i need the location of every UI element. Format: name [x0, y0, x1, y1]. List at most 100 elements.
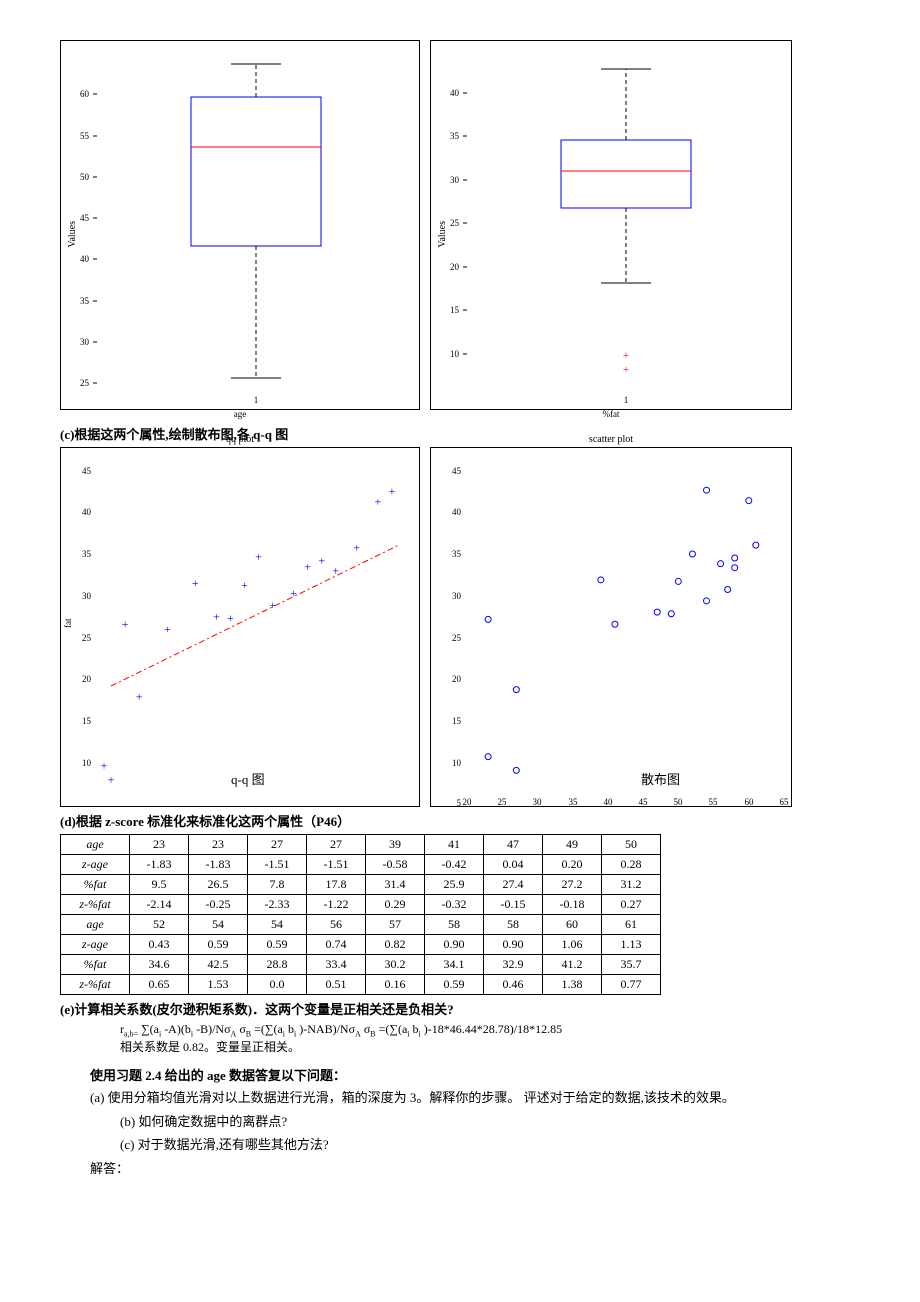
svg-text:20: 20: [452, 674, 462, 684]
qq-plot: qq plot 10 15 20 25 30 35 40 45 fat ++++…: [60, 447, 420, 807]
table-cell: 0.90: [484, 935, 543, 955]
table-cell: 58: [484, 915, 543, 935]
svg-text:35: 35: [450, 131, 460, 141]
svg-text:65: 65: [780, 797, 790, 807]
table-cell: 0.43: [130, 935, 189, 955]
qq-caption: q-q 图: [231, 769, 265, 788]
svg-text:+: +: [101, 759, 108, 773]
table-cell: 56: [307, 915, 366, 935]
svg-text:35: 35: [82, 549, 92, 559]
svg-text:+: +: [389, 484, 396, 498]
table-cell: 39: [366, 835, 425, 855]
svg-text:30: 30: [80, 337, 90, 347]
table-cell: 60: [543, 915, 602, 935]
svg-text:+: +: [122, 617, 129, 631]
exercise-title: 使用习题 2.4 给出的 age 数据答复以下问题：: [90, 1065, 860, 1084]
svg-text:30: 30: [82, 591, 92, 601]
table-row: z-age-1.83-1.83-1.51-1.51-0.58-0.420.040…: [61, 855, 661, 875]
section-d-title: (d)根据 z-score 标准化来标准化这两个属性（P46）: [60, 811, 860, 830]
table-cell: 31.2: [602, 875, 661, 895]
table-cell: 33.4: [307, 955, 366, 975]
table-cell: -0.25: [189, 895, 248, 915]
svg-text:+: +: [332, 564, 339, 578]
svg-text:1: 1: [624, 395, 629, 405]
table-cell: 0.04: [484, 855, 543, 875]
table-cell: 23: [130, 835, 189, 855]
table-cell: 31.4: [366, 875, 425, 895]
correlation-note: 相关系数是 0.82。变量呈正相关。: [120, 1038, 860, 1055]
svg-text:+: +: [318, 554, 325, 568]
svg-text:+: +: [241, 578, 248, 592]
svg-text:+: +: [136, 689, 143, 703]
table-cell: 0.77: [602, 975, 661, 995]
svg-text:55: 55: [709, 797, 719, 807]
table-row-label: z-age: [61, 935, 130, 955]
table-cell: 0.74: [307, 935, 366, 955]
table-row-label: z-%fat: [61, 975, 130, 995]
table-row-label: age: [61, 835, 130, 855]
svg-text:15: 15: [82, 716, 92, 726]
table-cell: 0.46: [484, 975, 543, 995]
table-cell: 27.2: [543, 875, 602, 895]
svg-text:+: +: [304, 560, 311, 574]
table-cell: 50: [602, 835, 661, 855]
table-cell: -1.83: [130, 855, 189, 875]
table-cell: 54: [248, 915, 307, 935]
table-row-label: z-%fat: [61, 895, 130, 915]
table-cell: 1.53: [189, 975, 248, 995]
qq-plot-title: qq plot: [61, 434, 419, 445]
svg-text:35: 35: [80, 296, 90, 306]
svg-text:45: 45: [452, 466, 462, 476]
table-row-label: age: [61, 915, 130, 935]
table-cell: 58: [425, 915, 484, 935]
table-cell: 54: [189, 915, 248, 935]
svg-text:10: 10: [450, 349, 460, 359]
table-cell: 57: [366, 915, 425, 935]
correlation-formula: ra,b= ∑(ai -A)(bi -B)/NσA σB =(∑(ai bi )…: [120, 1022, 860, 1038]
table-cell: 0.16: [366, 975, 425, 995]
exercise-b: (b) 如何确定数据中的离群点?: [120, 1112, 860, 1132]
boxplot-age-xlabel: age: [61, 409, 419, 419]
table-row: %fat34.642.528.833.430.234.132.941.235.7: [61, 955, 661, 975]
svg-text:25: 25: [450, 218, 460, 228]
exercise-c: (c) 对于数据光滑,还有哪些其他方法?: [120, 1135, 860, 1155]
svg-text:30: 30: [450, 175, 460, 185]
table-cell: 30.2: [366, 955, 425, 975]
table-cell: 28.8: [248, 955, 307, 975]
svg-text:25: 25: [452, 633, 462, 643]
table-cell: 0.29: [366, 895, 425, 915]
formula-sub: a,b=: [124, 1029, 138, 1038]
table-row: %fat9.526.57.817.831.425.927.427.231.2: [61, 875, 661, 895]
table-cell: 52: [130, 915, 189, 935]
svg-text:10: 10: [452, 758, 462, 768]
boxplot-age-svg: 25 30 35 40 45 50 55 60: [61, 41, 421, 411]
table-cell: 41: [425, 835, 484, 855]
answer-label: 解答：: [90, 1159, 860, 1179]
table-cell: 0.51: [307, 975, 366, 995]
qq-scatter-row: qq plot 10 15 20 25 30 35 40 45 fat ++++…: [60, 447, 860, 807]
svg-text:50: 50: [80, 172, 90, 182]
table-cell: -0.42: [425, 855, 484, 875]
boxplot-row: 25 30 35 40 45 50 55 60: [60, 40, 860, 410]
table-cell: 1.06: [543, 935, 602, 955]
svg-text:60: 60: [745, 797, 755, 807]
table-cell: -1.51: [248, 855, 307, 875]
table-cell: 0.20: [543, 855, 602, 875]
svg-text:45: 45: [80, 213, 90, 223]
boxplot-fat: 10 15 20 25 30 35 40 + +: [430, 40, 792, 410]
table-cell: 1.38: [543, 975, 602, 995]
table-cell: 0.59: [189, 935, 248, 955]
section-e-title: (e)计算相关系数(皮尔逊积矩系数)．这两个变量是正相关还是负相关?: [60, 999, 860, 1018]
table-cell: 7.8: [248, 875, 307, 895]
svg-text:+: +: [108, 773, 115, 787]
svg-text:20: 20: [82, 674, 92, 684]
svg-text:+: +: [164, 622, 171, 636]
svg-text:35: 35: [452, 549, 462, 559]
boxplot-age-ylabel: Values: [67, 221, 78, 248]
table-cell: 17.8: [307, 875, 366, 895]
svg-text:60: 60: [80, 89, 90, 99]
table-cell: 61: [602, 915, 661, 935]
table-cell: 0.59: [248, 935, 307, 955]
table-cell: 9.5: [130, 875, 189, 895]
table-cell: 35.7: [602, 955, 661, 975]
